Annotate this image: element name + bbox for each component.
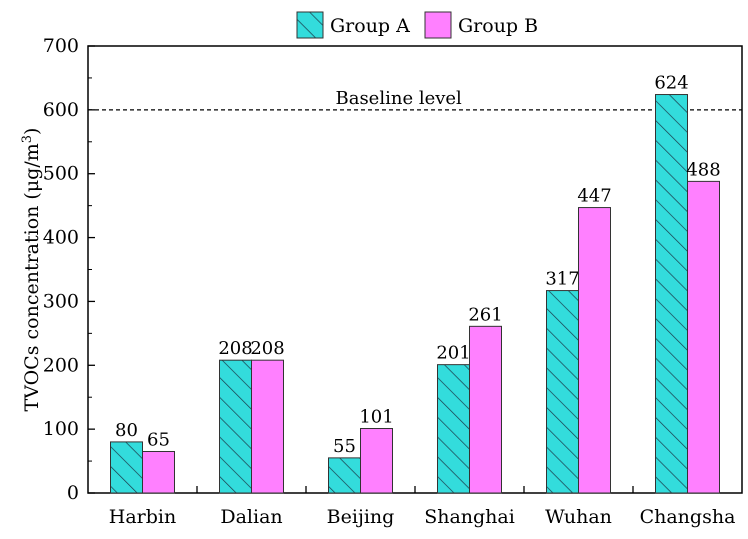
plot-frame — [87, 45, 743, 494]
data-label: 201 — [436, 343, 470, 364]
baseline-label: Baseline level — [335, 88, 462, 109]
legend-swatch — [424, 11, 452, 39]
legend-label: Group A — [330, 15, 410, 37]
bar-group-b — [469, 325, 502, 494]
bar-group-a — [655, 94, 688, 494]
y-tick-label: 100 — [43, 418, 79, 440]
data-label: 208 — [218, 338, 252, 359]
x-tick-label: Wuhan — [545, 506, 612, 528]
y-tick-label: 700 — [43, 35, 79, 57]
legend-swatch — [296, 11, 324, 39]
y-tick-label: 0 — [67, 482, 79, 504]
data-label: 447 — [577, 186, 611, 207]
bar-group-b — [360, 428, 393, 494]
data-label: 208 — [250, 338, 284, 359]
bar-group-a — [219, 359, 252, 494]
x-tick-label: Changsha — [640, 506, 736, 528]
legend: Group A Group B — [296, 11, 538, 39]
bar-group-a — [437, 364, 470, 494]
bar-group-a — [546, 290, 579, 494]
data-label: 55 — [333, 436, 356, 457]
data-label: 317 — [545, 269, 579, 290]
bar-group-b — [578, 207, 611, 494]
data-label: 101 — [359, 407, 393, 428]
x-tick-label: Shanghai — [424, 506, 515, 528]
data-label: 488 — [686, 159, 720, 180]
y-tick-label: 500 — [43, 163, 79, 185]
data-label: 624 — [654, 73, 688, 94]
data-label: 261 — [468, 304, 502, 325]
data-label: 80 — [115, 420, 138, 441]
y-axis-title: TVOCs concentration (μg/m3) — [20, 128, 44, 412]
bar-group-b — [251, 359, 284, 494]
y-tick-label: 600 — [43, 99, 79, 121]
plot-area: 0 100 200 300 400 500 600 700 Baseline level 80 65… — [43, 35, 743, 528]
x-tick-label: Dalian — [220, 506, 282, 528]
bar-group-b — [687, 180, 720, 494]
x-tick-label: Harbin — [109, 506, 176, 528]
bar-group-a — [110, 441, 143, 494]
y-tick-label: 200 — [43, 354, 79, 376]
x-tick-label: Beijing — [327, 506, 395, 528]
legend-label: Group B — [458, 15, 538, 37]
bar-group-b — [142, 450, 175, 494]
y-tick-label: 300 — [43, 290, 79, 312]
y-tick-label: 400 — [43, 227, 79, 249]
bar-group-a — [328, 457, 361, 494]
data-label: 65 — [147, 429, 170, 450]
